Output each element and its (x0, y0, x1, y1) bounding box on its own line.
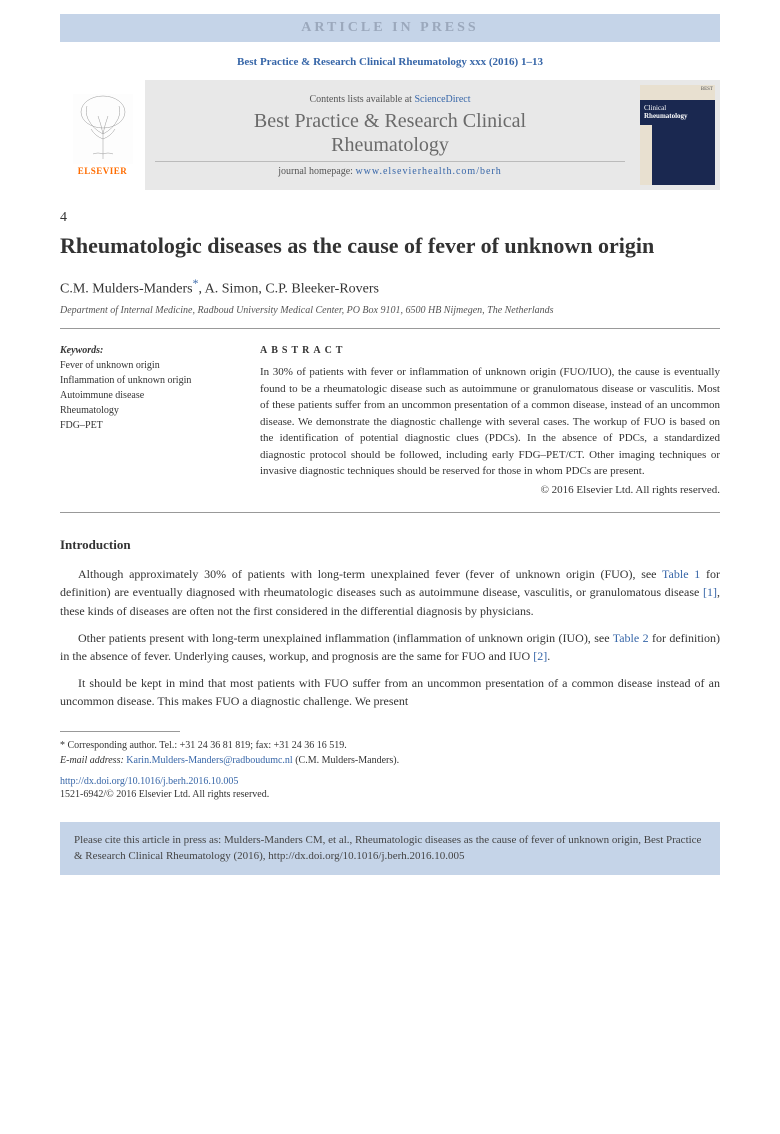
table-2-link[interactable]: Table 2 (613, 631, 649, 645)
divider (60, 512, 720, 513)
doi-link[interactable]: http://dx.doi.org/10.1016/j.berh.2016.10… (60, 776, 720, 787)
cover-sub2: Rheumatology (644, 112, 688, 120)
email-label: E-mail address: (60, 755, 126, 766)
cover-top-strip: BEST (640, 85, 715, 100)
author-rest: , A. Simon, C.P. Bleeker-Rovers (198, 281, 379, 296)
introduction-heading: Introduction (60, 537, 720, 553)
affiliation: Department of Internal Medicine, Radboud… (60, 305, 720, 316)
issn-line: 1521-6942/© 2016 Elsevier Ltd. All right… (60, 789, 720, 800)
cover-sub1: Clinical (644, 104, 666, 112)
intro-paragraph-3: It should be kept in mind that most pati… (60, 674, 720, 711)
cover-side-strip (640, 125, 652, 185)
sciencedirect-link[interactable]: ScienceDirect (414, 94, 470, 105)
keyword-item: Fever of unknown origin (60, 358, 240, 373)
homepage-line: journal homepage: www.elsevierhealth.com… (155, 161, 625, 177)
ref-2-link[interactable]: [2] (533, 649, 547, 663)
article-in-press-banner: ARTICLE IN PRESS (60, 14, 720, 42)
cover-mid: Clinical Rheumatology (640, 100, 715, 124)
journal-title-line2: Rheumatology (331, 134, 449, 156)
journal-title-line1: Best Practice & Research Clinical (254, 110, 526, 132)
keyword-item: Rheumatology (60, 403, 240, 418)
keyword-item: Inflammation of unknown origin (60, 373, 240, 388)
corresponding-author-footnote: * Corresponding author. Tel.: +31 24 36 … (60, 738, 720, 753)
email-tail: (C.M. Mulders-Manders). (293, 755, 399, 766)
abstract-heading: ABSTRACT (260, 345, 720, 356)
keyword-item: FDG–PET (60, 418, 240, 433)
authors: C.M. Mulders-Manders*, A. Simon, C.P. Bl… (60, 277, 720, 298)
intro-paragraph-1: Although approximately 30% of patients w… (60, 565, 720, 621)
ref-1-link[interactable]: [1] (703, 585, 717, 599)
header-center: Contents lists available at ScienceDirec… (145, 80, 635, 190)
p2-a: Other patients present with long-term un… (78, 631, 613, 645)
elsevier-text: ELSEVIER (78, 166, 128, 176)
elsevier-logo[interactable]: ELSEVIER (60, 80, 145, 190)
article-title: Rheumatologic diseases as the cause of f… (60, 232, 720, 261)
contents-text: Contents lists available at (309, 94, 414, 105)
journal-header: ELSEVIER Contents lists available at Sci… (60, 80, 720, 190)
abstract-column: ABSTRACT In 30% of patients with fever o… (260, 345, 720, 496)
keyword-item: Autoimmune disease (60, 388, 240, 403)
elsevier-tree-icon (73, 94, 133, 164)
table-1-link[interactable]: Table 1 (662, 567, 700, 581)
top-citation: Best Practice & Research Clinical Rheuma… (60, 56, 720, 68)
journal-cover-thumbnail[interactable]: BEST Clinical Rheumatology (640, 85, 715, 185)
p2-c: . (547, 649, 550, 663)
journal-title: Best Practice & Research Clinical Rheuma… (155, 109, 625, 157)
email-link[interactable]: Karin.Mulders-Manders@radboudumc.nl (126, 755, 292, 766)
abstract-copyright: © 2016 Elsevier Ltd. All rights reserved… (260, 484, 720, 496)
author-1: C.M. Mulders-Manders (60, 281, 193, 296)
citation-box: Please cite this article in press as: Mu… (60, 822, 720, 875)
keywords-heading: Keywords: (60, 345, 240, 356)
footnote-separator (60, 731, 180, 732)
section-number: 4 (60, 210, 720, 226)
keywords-column: Keywords: Fever of unknown origin Inflam… (60, 345, 240, 496)
abstract-section: Keywords: Fever of unknown origin Inflam… (60, 345, 720, 496)
homepage-label: journal homepage: (278, 166, 355, 177)
homepage-link[interactable]: www.elsevierhealth.com/berh (355, 166, 501, 177)
intro-paragraph-2: Other patients present with long-term un… (60, 629, 720, 666)
p1-a: Although approximately 30% of patients w… (78, 567, 662, 581)
email-footnote: E-mail address: Karin.Mulders-Manders@ra… (60, 753, 720, 768)
divider (60, 328, 720, 329)
abstract-text: In 30% of patients with fever or inflamm… (260, 364, 720, 480)
contents-available-line: Contents lists available at ScienceDirec… (155, 94, 625, 105)
